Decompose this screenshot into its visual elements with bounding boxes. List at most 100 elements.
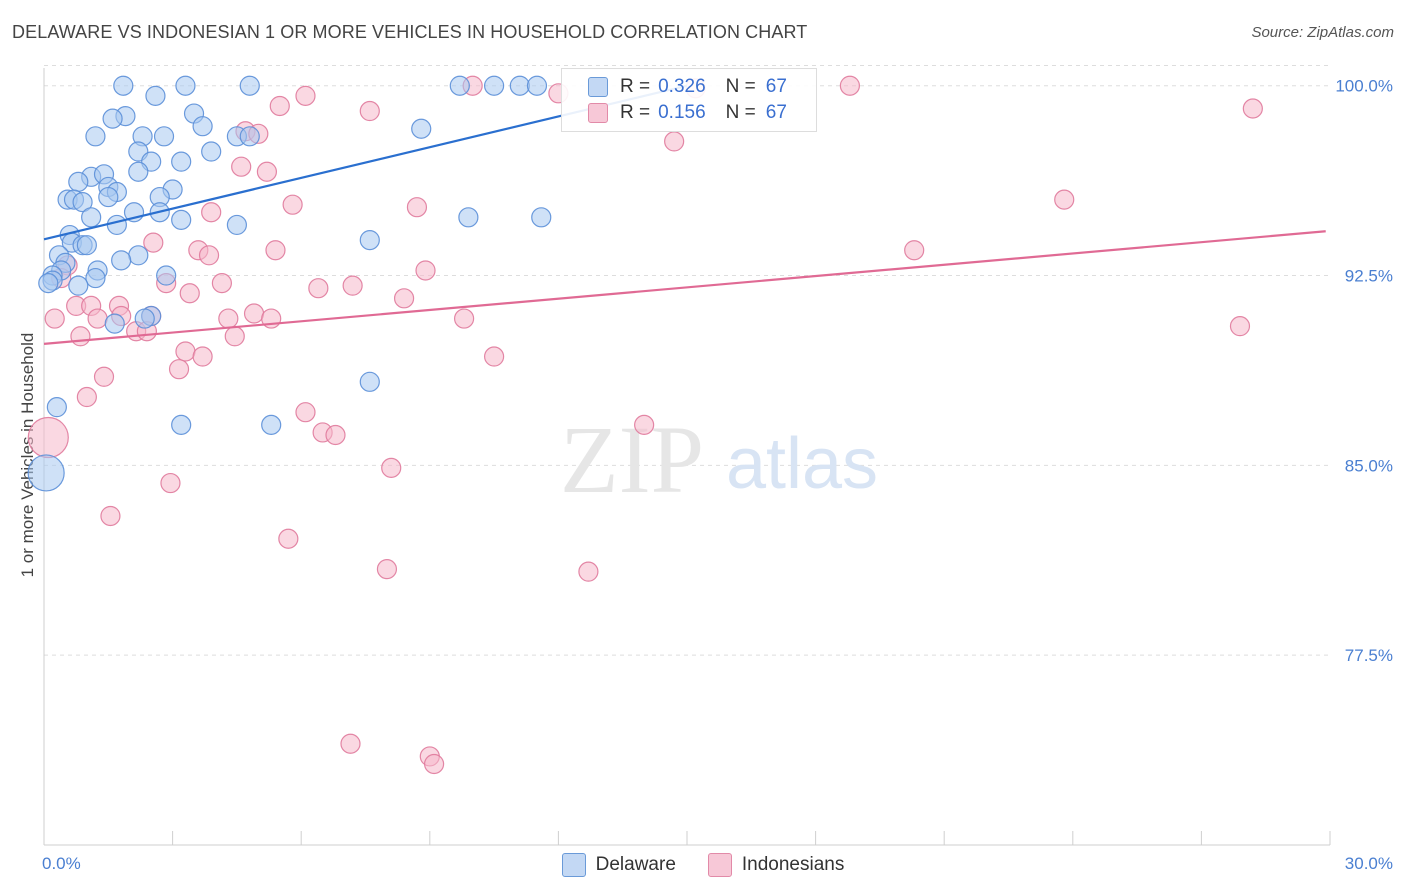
delaware-point: [102, 108, 123, 129]
indonesians-point: [198, 245, 220, 266]
indonesians-point: [308, 278, 329, 299]
indonesians-point: [376, 559, 398, 580]
indonesians-point: [218, 308, 239, 329]
delaware-point: [111, 250, 132, 271]
indonesians-swatch: [588, 103, 608, 123]
y-tick-label: 100.0%: [1335, 77, 1393, 96]
indonesians-point: [70, 326, 91, 347]
indonesians-point: [175, 341, 196, 362]
delaware-point: [526, 75, 548, 96]
indonesians-point: [904, 240, 925, 261]
delaware-point: [175, 75, 196, 96]
watermark-zip: ZIP: [560, 406, 704, 513]
delaware-point: [509, 75, 530, 96]
delaware-points: [27, 75, 552, 492]
legend-r-label: R =: [620, 76, 651, 97]
delaware-point: [239, 75, 260, 96]
delaware-point: [68, 171, 89, 192]
delaware-point: [128, 245, 149, 266]
indonesians-point: [179, 283, 200, 304]
indonesians-point: [211, 273, 232, 294]
watermark-atlas: atlas: [726, 424, 878, 504]
delaware-point: [171, 151, 192, 172]
delaware-point: [76, 235, 97, 256]
legend-n-label: N =: [725, 76, 756, 97]
indonesians-point: [342, 275, 363, 296]
indonesians-point: [269, 95, 290, 117]
delaware-point: [113, 75, 134, 96]
indonesians-trend-line: [43, 230, 1326, 345]
indonesians-point: [44, 308, 65, 329]
series-legend: Delaware Indonesians: [0, 851, 1406, 879]
legend-item-indonesians[interactable]: Indonesians: [707, 853, 845, 877]
indonesians-point: [325, 424, 346, 446]
indonesians-point: [1229, 316, 1251, 337]
delaware-point: [46, 397, 67, 418]
indonesians-point: [231, 156, 252, 177]
delaware-point: [171, 209, 192, 230]
watermark: ZIP atlas: [560, 406, 878, 513]
legend-r-value: 0.156: [658, 102, 706, 123]
y-tick-labels: 77.5% 85.0% 92.5% 100.0%: [1335, 77, 1393, 665]
delaware-point: [359, 230, 380, 251]
delaware-point: [85, 267, 106, 289]
y-tick-label: 92.5%: [1345, 267, 1393, 286]
delaware-point: [359, 371, 380, 392]
delaware-point: [201, 141, 222, 162]
legend-item-delaware[interactable]: Delaware: [561, 853, 676, 877]
indonesians-point: [93, 366, 115, 387]
indonesians-point: [295, 402, 316, 423]
indonesians-point: [415, 260, 436, 281]
delaware-point: [171, 414, 192, 435]
indonesians-point: [265, 240, 286, 261]
delaware-point: [458, 207, 479, 228]
legend-r-value: 0.326: [658, 76, 706, 97]
indonesians-point: [1242, 98, 1263, 119]
delaware-point: [72, 192, 93, 213]
indonesians-point: [393, 288, 415, 309]
x-tick-label: 0.0%: [42, 854, 81, 873]
indonesians-point: [839, 75, 860, 96]
indonesians-point: [168, 359, 190, 380]
indonesians-point: [295, 85, 316, 106]
delaware-point: [192, 116, 213, 137]
delaware-swatch: [588, 77, 608, 97]
x-tick-labels: 0.0% 30.0%: [42, 854, 1393, 873]
delaware-point: [239, 126, 260, 147]
delaware-point: [261, 414, 282, 435]
indonesians-point: [423, 753, 445, 775]
delaware-point: [531, 207, 552, 228]
delaware-point: [145, 85, 166, 106]
delaware-point: [484, 75, 505, 96]
x-tick-label: 30.0%: [1345, 854, 1393, 873]
indonesians-point: [278, 528, 299, 549]
indonesians-point: [27, 416, 69, 459]
delaware-point: [411, 118, 432, 139]
delaware-point: [153, 126, 175, 147]
indonesians-point: [224, 326, 245, 347]
indonesians-point: [359, 100, 380, 122]
indonesians-point: [192, 346, 213, 367]
legend-n-value: 67: [765, 102, 787, 123]
indonesians-points: [27, 75, 1263, 775]
delaware-point: [27, 454, 65, 492]
legend-label-indonesians: Indonesians: [741, 854, 845, 875]
legend-n-label: N =: [725, 102, 756, 123]
delaware-point: [85, 126, 106, 147]
delaware-point: [156, 265, 177, 286]
grid-lines: [44, 64, 1330, 656]
indonesians-point: [143, 232, 164, 253]
chart-title: DELAWARE VS INDONESIAN 1 OR MORE VEHICLE…: [12, 22, 808, 42]
source-label: Source: ZipAtlas.com: [1251, 24, 1394, 41]
indonesians-point: [453, 308, 475, 329]
indonesians-point: [634, 414, 655, 435]
delaware-point: [38, 273, 59, 294]
delaware-point: [128, 161, 149, 182]
delaware-point: [104, 313, 125, 334]
legend-row-indonesians: R = 0.156 N = 67: [588, 101, 787, 125]
indonesians-point: [282, 194, 303, 215]
indonesians-point: [340, 733, 361, 754]
indonesians-point: [160, 472, 181, 494]
delaware-point: [81, 207, 102, 228]
